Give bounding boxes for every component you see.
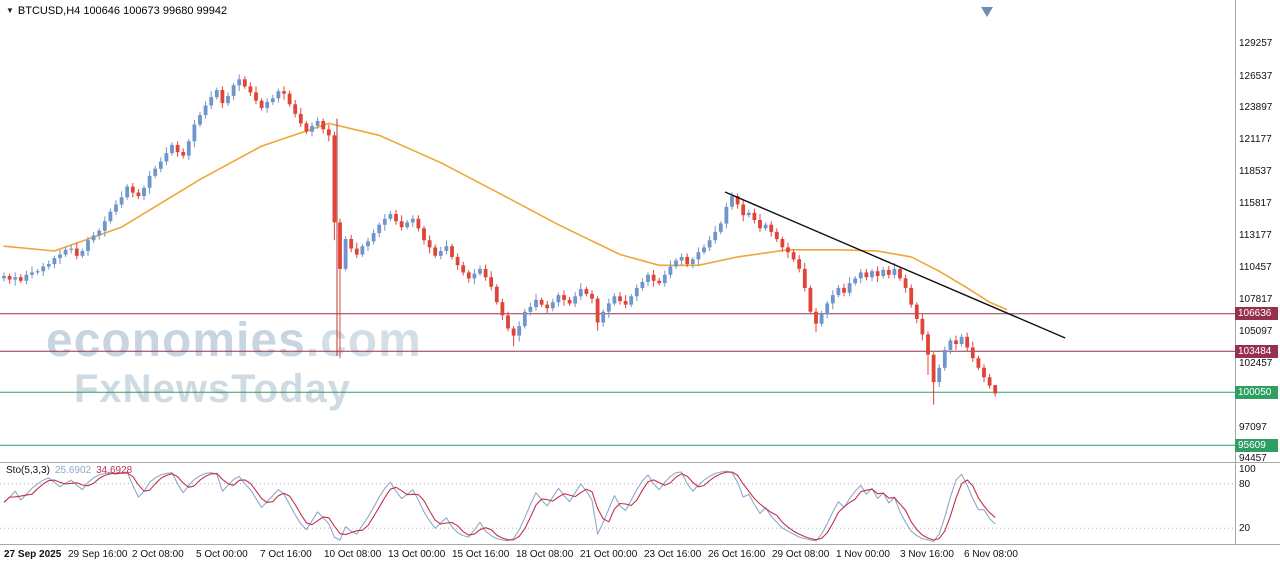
time-axis-label: 26 Oct 16:00 bbox=[708, 549, 766, 560]
price-axis-label: 94457 bbox=[1239, 452, 1267, 464]
price-axis-label: 115817 bbox=[1239, 198, 1272, 210]
stochastic-indicator-label: Sto(5,3,3) 25.6902 34.6928 bbox=[6, 465, 132, 476]
time-axis-label: 10 Oct 08:00 bbox=[324, 549, 382, 560]
price-axis-label: 123897 bbox=[1239, 101, 1273, 113]
stochastic-pane bbox=[0, 470, 1235, 543]
watermark: economies.com FxNewsToday bbox=[46, 314, 422, 412]
time-axis[interactable]: 27 Sep 2025 29 Sep 16:00 2 Oct 08:00 5 Oct … bbox=[0, 545, 1280, 567]
price-level-badge: 103484 bbox=[1235, 344, 1278, 358]
watermark-line2: FxNewsToday bbox=[74, 367, 351, 412]
time-axis-label: 13 Oct 00:00 bbox=[388, 549, 446, 560]
watermark-brand-suffix: .com bbox=[305, 314, 422, 367]
watermark-brand: economies bbox=[46, 314, 306, 367]
time-axis-label: 5 Oct 00:00 bbox=[196, 549, 248, 560]
moving-average-line bbox=[3, 122, 1008, 311]
price-axis-label: 113177 bbox=[1239, 229, 1272, 241]
price-axis-label: 126537 bbox=[1239, 70, 1273, 82]
price-axis-label: 118537 bbox=[1239, 165, 1272, 177]
time-axis-label: 23 Oct 16:00 bbox=[644, 549, 702, 560]
time-axis-label: 1 Nov 00:00 bbox=[836, 549, 890, 560]
time-axis-label: 7 Oct 16:00 bbox=[260, 549, 312, 560]
time-axis-label: 29 Sep 16:00 bbox=[68, 549, 128, 560]
stochastic-k-value: 25.6902 bbox=[54, 465, 92, 476]
time-axis-label: 3 Nov 16:00 bbox=[900, 549, 954, 560]
time-axis-label: 18 Oct 08:00 bbox=[516, 549, 574, 560]
stochastic-axis-label: 100 bbox=[1239, 464, 1256, 475]
time-axis-label: 15 Oct 16:00 bbox=[452, 549, 510, 560]
symbol-ohlc-title: ▼ BTCUSD,H4 100646 100673 99680 99942 bbox=[6, 5, 227, 17]
price-axis-label: 110457 bbox=[1239, 262, 1272, 274]
price-axis-label: 102457 bbox=[1239, 357, 1273, 369]
time-axis-label: 27 Sep 2025 bbox=[4, 549, 62, 560]
chart-shift-marker-icon[interactable] bbox=[981, 7, 993, 17]
price-level-lines bbox=[0, 313, 1235, 446]
price-axis-label: 97097 bbox=[1239, 421, 1267, 433]
title-text: BTCUSD,H4 100646 100673 99680 99942 bbox=[17, 5, 228, 17]
price-level-badge: 95609 bbox=[1235, 438, 1278, 452]
price-axis[interactable]: 129257 126537 123897 121177 118537 115817 1131… bbox=[1235, 0, 1280, 545]
time-axis-label: 6 Nov 08:00 bbox=[964, 549, 1018, 560]
price-level-badge: 106636 bbox=[1235, 307, 1278, 321]
dropdown-triangle-icon: ▼ bbox=[6, 6, 14, 15]
trendline[interactable] bbox=[724, 191, 1066, 339]
price-level-badge: 100050 bbox=[1235, 385, 1278, 399]
stochastic-d-line bbox=[3, 471, 996, 541]
price-axis-label: 121177 bbox=[1239, 134, 1272, 146]
price-axis-label: 129257 bbox=[1239, 38, 1273, 49]
time-axis-label: 29 Oct 08:00 bbox=[772, 549, 830, 560]
time-axis-label: 21 Oct 00:00 bbox=[580, 549, 638, 560]
price-axis-label: 107817 bbox=[1239, 293, 1273, 305]
stochastic-k-line bbox=[3, 470, 996, 543]
time-axis-label: 2 Oct 08:00 bbox=[132, 549, 184, 560]
stochastic-d-value: 34.6928 bbox=[96, 465, 133, 476]
price-axis-label: 105097 bbox=[1239, 326, 1273, 338]
stochastic-axis-label: 80 bbox=[1239, 478, 1251, 490]
stochastic-name: Sto(5,3,3) bbox=[6, 465, 50, 476]
candles-layer bbox=[2, 74, 998, 405]
stochastic-axis-label: 20 bbox=[1239, 523, 1251, 535]
watermark-line1: economies.com bbox=[46, 314, 422, 367]
